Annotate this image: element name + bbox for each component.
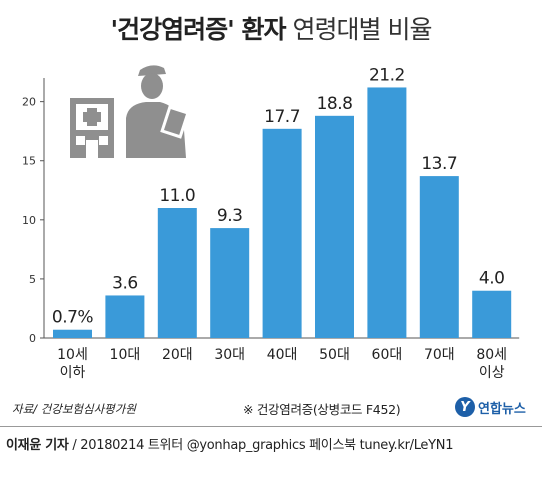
credit-author: 이재윤 기자 [6, 438, 69, 453]
data-label: 4.0 [479, 269, 505, 289]
bar [472, 290, 512, 338]
data-label: 9.3 [217, 206, 243, 226]
data-label: 13.7 [421, 154, 457, 174]
bar [262, 128, 302, 338]
x-tick-label: 10세 이하 [57, 347, 88, 381]
bar [53, 329, 92, 338]
footnote: ※ 건강염려증(상병코드 F452) [243, 402, 401, 417]
title-main: '건강염려증' 환자 [110, 15, 287, 44]
chart-title: '건강염려증' 환자 연령대별 비율 [0, 10, 542, 46]
credit-line: 이재윤 기자 / 20180214 트위터 @yonhap_graphics 페… [6, 434, 453, 453]
logo-icon: Y [455, 397, 475, 417]
bar [105, 295, 145, 338]
bar [315, 115, 354, 339]
bar [419, 176, 459, 338]
x-tick-label: 20대 [162, 347, 193, 363]
bar-chart: 0 5 10 15 20 0.7% 10세 이하 3.6 10대 11.0 20대 9.3 30대 17.… [22, 65, 520, 381]
y-tick-label: 5 [29, 273, 36, 286]
y-tick-label: 15 [22, 155, 36, 168]
data-label: 3.6 [112, 273, 138, 293]
doctor-icon [126, 65, 190, 158]
x-tick-label: 50대 [319, 347, 350, 363]
bar [157, 208, 197, 338]
logo-text: 연합뉴스 [478, 401, 526, 417]
yonhap-logo: Y 연합뉴스 [455, 397, 526, 417]
bar [367, 87, 407, 338]
data-label: 0.7% [52, 308, 94, 328]
x-tick-label: 80세 이상 [476, 347, 507, 381]
x-tick-label: 30대 [214, 347, 245, 363]
source-note: 자료/ 건강보험심사평가원 [12, 402, 136, 416]
y-tick-label: 20 [22, 96, 36, 109]
footer-divider [0, 426, 542, 427]
x-tick-label: 40대 [267, 347, 298, 363]
data-label: 17.7 [264, 107, 300, 127]
x-tick-label: 70대 [424, 347, 455, 363]
x-tick-label: 10대 [110, 347, 141, 363]
hospital-icon [70, 98, 114, 158]
y-tick-label: 10 [22, 214, 36, 227]
data-label: 18.8 [317, 94, 353, 114]
title-sub: 연령대별 비율 [292, 15, 433, 44]
y-tick-label: 0 [29, 332, 36, 345]
credit-details: / 20180214 트위터 @yonhap_graphics 페이스북 tun… [68, 438, 454, 453]
bar [210, 228, 250, 338]
x-tick-label: 60대 [372, 347, 403, 363]
data-label: 11.0 [159, 186, 195, 206]
data-label: 21.2 [369, 65, 405, 85]
